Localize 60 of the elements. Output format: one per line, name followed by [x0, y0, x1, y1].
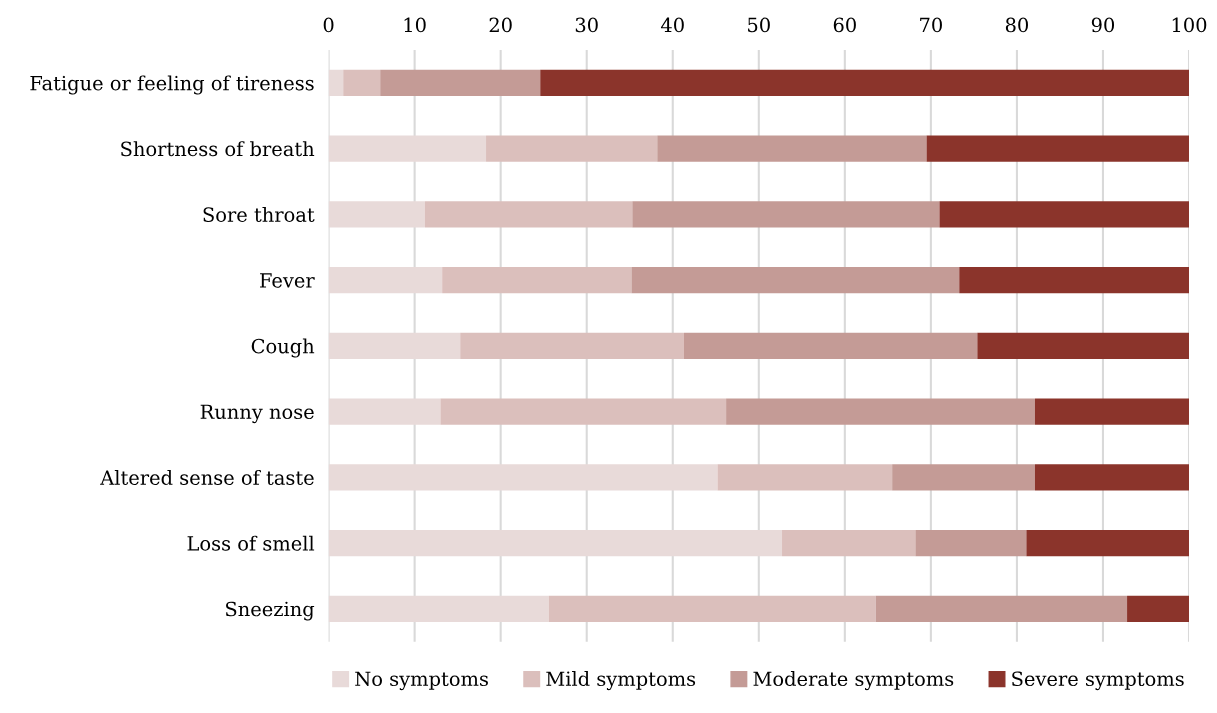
bar	[328, 595, 549, 622]
bar	[717, 464, 893, 491]
bar	[632, 201, 940, 228]
y-tick-label: Loss of smell	[187, 535, 315, 551]
bar	[1034, 398, 1190, 425]
x-tick-label: 90	[1091, 17, 1115, 33]
bar	[726, 398, 1035, 425]
y-tick-label: Fatigue or feeling of tireness	[30, 75, 314, 95]
bar	[915, 529, 1027, 557]
x-tick-label: 60	[833, 17, 856, 33]
bar	[548, 595, 876, 622]
y-tick-label: Altered sense of taste	[100, 469, 314, 485]
bar	[424, 201, 633, 228]
bar	[343, 69, 381, 96]
x-tick-label: 20	[489, 17, 512, 33]
y-tick-label: Shortness of breath	[121, 141, 315, 157]
bar	[328, 266, 443, 294]
bar	[540, 69, 1190, 96]
bar	[328, 201, 425, 228]
y-tick-label: Runny nose	[200, 404, 314, 424]
bar	[442, 266, 632, 294]
y-tick-label: Sneezing	[226, 601, 315, 621]
legend-label: No symptoms	[355, 671, 488, 691]
legend-label: Severe symptoms	[1012, 671, 1184, 691]
x-tick-label: 0	[323, 17, 334, 33]
y-tick-label: Fever	[260, 273, 315, 288]
bar	[328, 135, 487, 162]
bar	[328, 332, 461, 359]
x-tick-label: 100	[1172, 17, 1207, 33]
bar	[440, 398, 727, 425]
bar	[1127, 595, 1190, 622]
x-tick-label: 10	[404, 17, 426, 33]
bar	[1034, 464, 1190, 491]
bar	[782, 529, 916, 557]
bar	[939, 201, 1190, 228]
bar	[460, 332, 684, 359]
x-tick-label: 80	[1005, 17, 1029, 33]
y-tick-label: Sore throat	[203, 206, 315, 222]
x-tick-label: 50	[748, 17, 770, 33]
bar	[328, 69, 344, 96]
bar	[631, 266, 960, 294]
bar	[977, 332, 1190, 359]
legend-label: Mild symptoms	[546, 671, 696, 691]
bar	[328, 464, 718, 491]
bar	[486, 135, 658, 162]
bar	[683, 332, 978, 359]
bar	[892, 464, 1035, 491]
bar	[1026, 529, 1190, 557]
bar	[380, 69, 541, 96]
bar	[959, 266, 1190, 294]
x-tick-label: 40	[660, 17, 684, 33]
bar	[328, 398, 441, 425]
x-tick-label: 30	[575, 17, 598, 33]
x-tick-label: 70	[920, 17, 942, 33]
bar	[875, 595, 1128, 622]
legend-label: Moderate symptoms	[753, 671, 954, 691]
y-tick-label: Cough	[251, 338, 315, 358]
bar	[926, 135, 1190, 162]
bar	[328, 529, 783, 557]
bar	[657, 135, 927, 162]
